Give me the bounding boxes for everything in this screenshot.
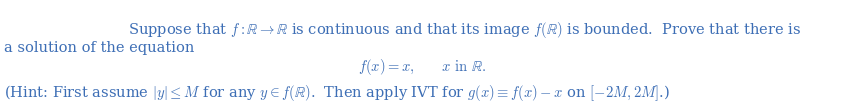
Text: $f(x) = x, \qquad x \text{ in } \mathbb{R}.$: $f(x) = x, \qquad x \text{ in } \mathbb{…: [357, 57, 486, 77]
Text: (Hint: First assume $|y| \leq M$ for any $y \in f(\mathbb{R})$.  Then apply IVT : (Hint: First assume $|y| \leq M$ for any…: [4, 83, 669, 103]
Text: a solution of the equation: a solution of the equation: [4, 41, 194, 55]
Text: Suppose that $f : \mathbb{R} \to \mathbb{R}$ is continuous and that its image $f: Suppose that $f : \mathbb{R} \to \mathbb…: [127, 20, 800, 40]
